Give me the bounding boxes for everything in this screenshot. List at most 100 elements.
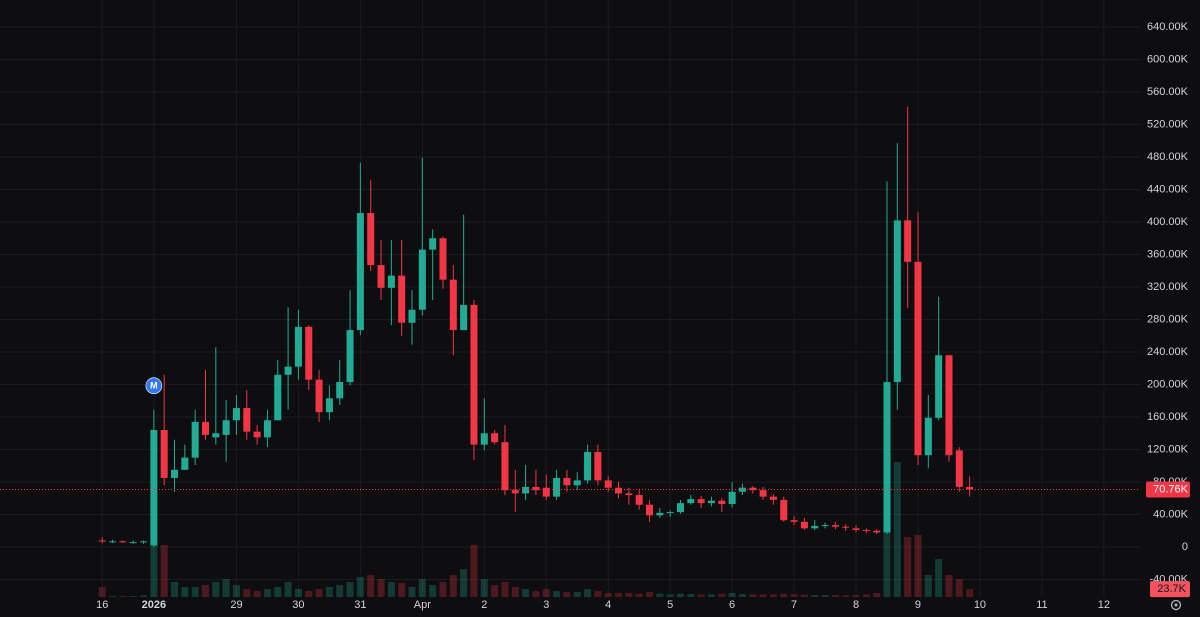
candle-body [511, 490, 519, 494]
volume-bar [222, 579, 230, 597]
candle-body [336, 382, 344, 399]
y-tick-label: 600.00K [1147, 53, 1189, 65]
volume-bar [790, 594, 798, 597]
volume-bar [243, 589, 251, 597]
candle-body [356, 213, 364, 331]
volume-bar [315, 589, 323, 597]
x-tick-label: 11 [1036, 599, 1047, 611]
candle-body [150, 430, 158, 546]
volume-bar [356, 577, 364, 597]
candle-body [893, 220, 901, 383]
candle-body [491, 433, 499, 443]
candle-body [140, 541, 148, 543]
candle-body [243, 408, 251, 432]
candle-body [294, 326, 302, 367]
candle-body [274, 374, 282, 421]
y-tick-label: 200.00K [1147, 378, 1189, 390]
candle-body [821, 525, 829, 527]
volume-bar [604, 593, 612, 597]
candle-body [429, 238, 437, 250]
volume-bar [780, 593, 788, 597]
volume-bar [449, 575, 457, 597]
volume-bar [150, 545, 158, 597]
x-tick-label: 4 [605, 599, 611, 611]
candle-body [728, 491, 736, 504]
volume-bar [852, 595, 860, 597]
volume-bar [584, 589, 592, 597]
settings-icon[interactable] [1170, 599, 1182, 611]
volume-bar [398, 583, 406, 597]
candle-body [439, 238, 447, 280]
candle-body [955, 450, 963, 487]
candle-body [780, 499, 788, 521]
candle-body [387, 275, 395, 288]
candle-body [707, 500, 715, 504]
volume-bar [635, 593, 643, 597]
candle-body [109, 541, 117, 543]
candle-body [966, 486, 974, 490]
candle-body [253, 431, 261, 438]
candle-body [635, 495, 643, 505]
x-tick-label: 12 [1098, 599, 1110, 611]
volume-bar [676, 593, 684, 597]
last-volume-label: 23.7K [1157, 583, 1186, 595]
volume-bar [346, 582, 354, 597]
volume-bar [480, 579, 488, 597]
y-tick-label: 0 [1182, 541, 1188, 553]
x-tick-label: 5 [667, 599, 673, 611]
volume-bar [831, 595, 839, 597]
event-marker-label: M [150, 381, 158, 391]
candle-body [862, 529, 870, 531]
volume-bar [253, 591, 261, 597]
candle-body [398, 275, 406, 323]
volume-bar [181, 587, 189, 597]
volume-bar [201, 585, 209, 597]
candle-body [315, 379, 323, 413]
candle-body [687, 499, 695, 504]
candle-body [749, 487, 757, 491]
x-tick-label: 30 [292, 599, 304, 611]
volume-bar [800, 594, 808, 597]
candle-body [418, 249, 426, 310]
volume-bar [594, 591, 602, 597]
volume-bar [707, 594, 715, 597]
volume-bar [429, 585, 437, 597]
volume-bar [263, 589, 271, 597]
volume-bar [893, 462, 901, 597]
x-tick-label: 31 [354, 599, 366, 611]
candle-body [697, 499, 705, 504]
candle-body [800, 521, 808, 529]
volume-bar [821, 595, 829, 597]
volume-bar [656, 593, 664, 597]
volume-bar [687, 594, 695, 597]
candle-body [181, 457, 189, 470]
y-tick-label: 520.00K [1147, 118, 1189, 130]
candle-body [584, 451, 592, 481]
candle-body [284, 366, 292, 375]
last-volume-box [1150, 581, 1190, 598]
candle-body [346, 330, 354, 383]
candle-body [377, 265, 385, 288]
x-tick-label: 2026 [142, 599, 166, 611]
candle-body [873, 530, 881, 533]
last-price-box [1146, 481, 1190, 498]
volume-bar [109, 596, 117, 597]
volume-bar [140, 595, 148, 597]
volume-bar [873, 593, 881, 597]
volume-bar [511, 587, 519, 597]
candle-body [676, 503, 684, 513]
candle-body [212, 433, 220, 438]
candle-body [790, 520, 798, 522]
volume-bar [232, 585, 240, 597]
x-tick-label: 3 [543, 599, 549, 611]
volume-bar [697, 594, 705, 597]
volume-bar [811, 595, 819, 597]
volume-bar [615, 593, 623, 597]
candle-body [532, 486, 540, 491]
volume-bar [367, 575, 375, 597]
candle-body [646, 504, 654, 516]
candle-body [718, 500, 726, 504]
volume-bar [274, 587, 282, 597]
